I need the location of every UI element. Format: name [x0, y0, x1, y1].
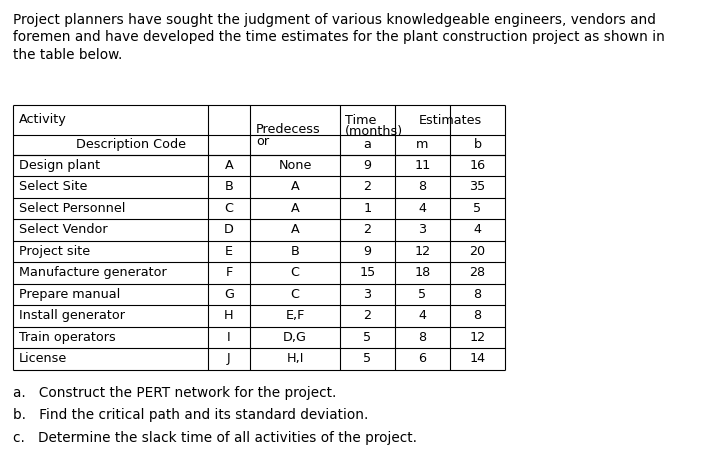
- Text: D,G: D,G: [283, 331, 307, 344]
- Text: 8: 8: [474, 288, 482, 301]
- Text: 9: 9: [364, 159, 372, 172]
- Text: 4: 4: [418, 309, 426, 322]
- Text: 2: 2: [364, 309, 372, 322]
- Text: c.   Determine the slack time of all activities of the project.: c. Determine the slack time of all activ…: [13, 430, 417, 444]
- Text: Time: Time: [345, 114, 377, 126]
- Text: Project planners have sought the judgment of various knowledgeable engineers, ve: Project planners have sought the judgmen…: [13, 13, 656, 27]
- Text: 14: 14: [469, 352, 485, 365]
- Text: 11: 11: [415, 159, 431, 172]
- Text: b.   Find the critical path and its standard deviation.: b. Find the critical path and its standa…: [13, 409, 369, 423]
- Text: J: J: [227, 352, 231, 365]
- Text: 28: 28: [469, 266, 485, 279]
- Text: E: E: [225, 245, 233, 258]
- Text: A: A: [291, 223, 300, 236]
- Text: a: a: [364, 138, 372, 151]
- Text: b: b: [474, 138, 482, 151]
- Text: Prepare manual: Prepare manual: [19, 288, 120, 301]
- Text: 8: 8: [418, 180, 426, 193]
- Text: Select Personnel: Select Personnel: [19, 202, 125, 215]
- Text: License: License: [19, 352, 67, 365]
- Text: (months): (months): [345, 125, 403, 138]
- Text: C: C: [290, 266, 300, 279]
- Text: H,I: H,I: [287, 352, 304, 365]
- Text: 2: 2: [364, 180, 372, 193]
- Text: None: None: [279, 159, 312, 172]
- Text: 9: 9: [364, 245, 372, 258]
- Text: m: m: [416, 138, 428, 151]
- Text: Activity: Activity: [19, 114, 67, 126]
- Text: G: G: [224, 288, 234, 301]
- Text: 3: 3: [418, 223, 426, 236]
- Text: 15: 15: [359, 266, 376, 279]
- Text: B: B: [291, 245, 300, 258]
- Text: Project site: Project site: [19, 245, 90, 258]
- Text: I: I: [227, 331, 231, 344]
- Text: 3: 3: [364, 288, 372, 301]
- Text: 4: 4: [418, 202, 426, 215]
- Text: Estimates: Estimates: [418, 114, 482, 126]
- Text: A: A: [291, 202, 300, 215]
- Text: Train operators: Train operators: [19, 331, 116, 344]
- Text: Predecess: Predecess: [256, 123, 320, 136]
- Text: 18: 18: [415, 266, 431, 279]
- Text: 1: 1: [364, 202, 372, 215]
- Text: foremen and have developed the time estimates for the plant construction project: foremen and have developed the time esti…: [13, 30, 665, 44]
- Text: 8: 8: [418, 331, 426, 344]
- Text: A: A: [291, 180, 300, 193]
- Text: a.   Construct the PERT network for the project.: a. Construct the PERT network for the pr…: [13, 386, 336, 400]
- Text: Design plant: Design plant: [19, 159, 100, 172]
- Text: Description Code: Description Code: [76, 138, 186, 151]
- Text: 35: 35: [469, 180, 485, 193]
- Text: A: A: [225, 159, 233, 172]
- Text: 5: 5: [364, 331, 372, 344]
- Text: 5: 5: [418, 288, 426, 301]
- Text: 5: 5: [364, 352, 372, 365]
- Text: C: C: [225, 202, 233, 215]
- Text: 12: 12: [469, 331, 485, 344]
- Text: F: F: [225, 266, 233, 279]
- Text: Select Site: Select Site: [19, 180, 87, 193]
- Text: or: or: [256, 135, 269, 148]
- Text: 5: 5: [474, 202, 482, 215]
- Text: 6: 6: [418, 352, 426, 365]
- Text: 4: 4: [474, 223, 482, 236]
- Text: B: B: [225, 180, 233, 193]
- Text: E,F: E,F: [285, 309, 305, 322]
- Text: H: H: [224, 309, 234, 322]
- Text: Manufacture generator: Manufacture generator: [19, 266, 167, 279]
- Text: 16: 16: [469, 159, 485, 172]
- Text: 12: 12: [415, 245, 431, 258]
- Text: D: D: [224, 223, 234, 236]
- Text: Select Vendor: Select Vendor: [19, 223, 107, 236]
- Text: the table below.: the table below.: [13, 48, 122, 62]
- Text: C: C: [290, 288, 300, 301]
- Text: 20: 20: [469, 245, 485, 258]
- Text: 8: 8: [474, 309, 482, 322]
- Text: Install generator: Install generator: [19, 309, 125, 322]
- Text: 2: 2: [364, 223, 372, 236]
